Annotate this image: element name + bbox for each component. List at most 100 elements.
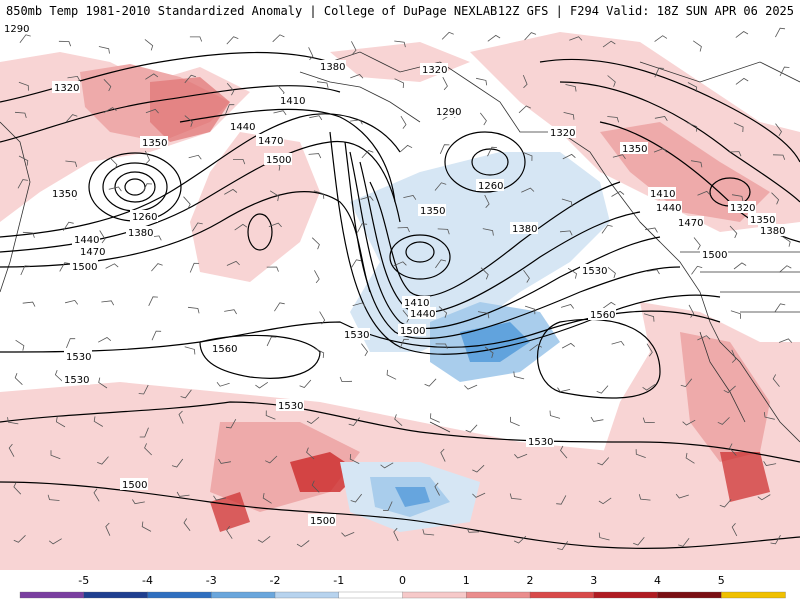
contour-ne-1 [539,58,800,163]
wind-barb [779,66,790,77]
contour-label: 1530 [64,375,89,386]
colorbar-tick-label: 0 [399,574,406,587]
wind-barb [430,413,440,423]
contour-label-bg [120,478,148,490]
wind-barb [763,412,775,420]
wind-barb [184,346,196,355]
wind-barb [8,443,15,457]
wind-barb [349,454,360,464]
wind-barb [733,262,747,270]
wind-barb [218,458,231,464]
wind-barb [521,187,535,193]
coastline-layer [0,51,800,443]
wind-barb [472,464,485,473]
wind-barb [265,410,276,420]
contour-label: 1560 [212,344,237,355]
wind-barb [772,154,786,160]
contour-alaska-low-2 [444,131,526,193]
coast-west-na [639,221,800,443]
wind-barb [567,267,577,279]
wind-barb [612,154,626,160]
colorbar-swatch [83,591,149,599]
wind-barb [518,105,531,114]
wind-barb [269,190,280,202]
wind-barb [58,40,72,47]
map-header: 850mb Temp 1981-2010 Standardized Anomal… [0,0,800,22]
contour-label: 1350 [52,189,77,200]
contour-1500-south [0,481,800,549]
wind-barb [93,488,100,502]
wind-barb [435,343,448,349]
wind-barb [464,384,478,390]
wind-barb [611,340,625,346]
contour-label-bg [308,514,336,526]
wind-barb [513,371,525,380]
wind-barb [50,450,61,460]
wind-barb [17,179,28,189]
wind-barb [562,153,576,160]
contour-label-bg [126,226,154,238]
contour-central-low-1 [405,241,435,263]
coast-alaska [329,51,661,243]
wind-barb [692,40,702,52]
wind-barb [188,154,202,160]
contour-label: 1500 [702,250,727,261]
contour-label: 1500 [122,480,147,491]
contour-label-bg [318,60,346,72]
wind-barb [602,40,616,48]
wind-barb [435,259,447,269]
contour-1560-cell-east [537,318,661,399]
contour-label: 1440 [410,309,435,320]
contour-labels: 1290 1320 1350 1350 1260 1380 1440 1470 … [2,22,786,527]
contour-label: 1470 [258,136,283,147]
wind-barb [14,373,23,385]
wind-barb [360,196,374,201]
wind-barb [771,192,780,205]
coast-canada-inland [639,61,800,83]
wind-barb [466,527,480,533]
contour-label-bg [434,105,462,117]
wind-barb [361,150,374,159]
wind-barb [308,47,314,61]
wind-barb [601,224,613,234]
contour-1410-trough [349,151,661,330]
contour-label-bg [276,399,304,411]
wind-barb [314,348,325,358]
wind-barb [675,493,689,499]
contour-label: 1350 [142,138,167,149]
contour-central-low-2 [389,234,451,280]
contour-label-bg [50,187,78,199]
wind-barb [54,369,63,382]
wind-barb [465,424,478,433]
wind-barb [509,416,520,427]
wind-barb [15,339,25,351]
wind-barb [399,144,413,153]
contour-alaska-low-1 [471,148,509,176]
wind-barb [731,523,738,537]
wind-barb [316,81,329,88]
coast-aleutians [299,71,421,123]
wind-barb [132,499,145,505]
wind-barb [361,343,368,357]
wind-barb [680,378,693,388]
wind-barb [561,342,575,349]
contour-west-1500 [0,191,371,293]
wind-barb [646,343,653,357]
wind-barb [311,480,320,493]
wind-barb [763,461,777,466]
wind-barb [216,381,230,387]
contour-label: 1380 [320,62,345,73]
wind-barb [779,265,792,273]
wind-barb [633,537,645,546]
contour-label-bg [78,245,106,257]
colorbar-swatch [529,591,595,599]
wind-barb [442,77,448,91]
contour-label-bg [620,142,648,154]
contour-label: 1350 [750,215,775,226]
wind-barb [262,493,272,504]
colorbar-tick-label: 4 [654,574,661,587]
wind-barb [105,522,111,536]
wind-barb [638,494,651,501]
warm-region-north-center [330,42,470,82]
